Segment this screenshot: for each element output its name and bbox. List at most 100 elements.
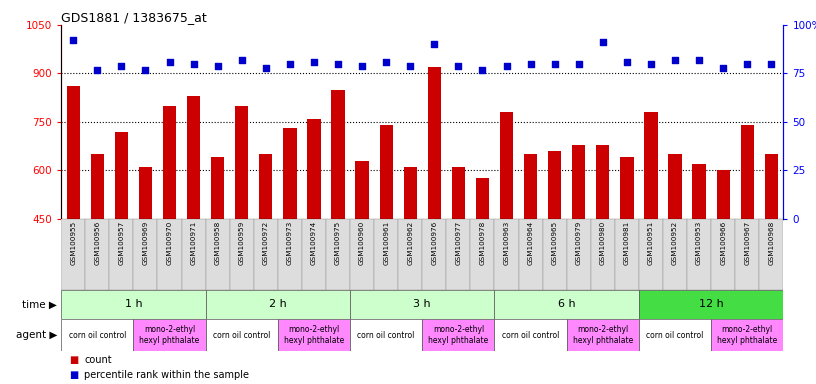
Point [115, 63, 128, 69]
Point [500, 63, 513, 69]
Text: GSM100961: GSM100961 [384, 221, 389, 265]
Text: percentile rank within the sample: percentile rank within the sample [84, 370, 249, 380]
Bar [181, 219, 206, 290]
Bar [206, 319, 277, 351]
Text: GSM100973: GSM100973 [287, 221, 293, 265]
Bar [639, 290, 783, 319]
Bar [615, 219, 639, 290]
Bar [639, 219, 663, 290]
Point [548, 61, 561, 67]
Point [524, 61, 537, 67]
Point [596, 39, 610, 45]
Bar [326, 219, 350, 290]
Point [308, 59, 321, 65]
Text: GSM100959: GSM100959 [239, 221, 245, 265]
Text: mono-2-ethyl
hexyl phthalate: mono-2-ethyl hexyl phthalate [140, 325, 200, 345]
Bar [350, 319, 423, 351]
Text: GSM100972: GSM100972 [263, 221, 268, 265]
Text: count: count [84, 356, 112, 366]
Bar [206, 219, 230, 290]
Text: GSM100978: GSM100978 [480, 221, 486, 265]
Text: 12 h: 12 h [698, 299, 724, 310]
Bar [452, 167, 465, 219]
Text: GSM100969: GSM100969 [143, 221, 149, 265]
Bar [404, 167, 417, 219]
Text: GSM100968: GSM100968 [769, 221, 774, 265]
Bar [765, 154, 778, 219]
Bar [759, 219, 783, 290]
Bar [283, 128, 296, 219]
Bar [302, 219, 326, 290]
Bar [494, 290, 639, 319]
Point [428, 41, 441, 47]
Bar [423, 319, 494, 351]
Point [404, 63, 417, 69]
Bar [235, 106, 248, 219]
Text: GSM100955: GSM100955 [70, 221, 76, 265]
Text: GSM100979: GSM100979 [576, 221, 582, 265]
Text: corn oil control: corn oil control [213, 331, 270, 339]
Text: GSM100981: GSM100981 [624, 221, 630, 265]
Bar [85, 219, 109, 290]
Text: agent ▶: agent ▶ [16, 330, 57, 340]
Point [283, 61, 296, 67]
Bar [115, 132, 128, 219]
Bar [134, 319, 206, 351]
Bar [61, 290, 206, 319]
Bar [711, 319, 783, 351]
Bar [591, 219, 615, 290]
Text: GSM100953: GSM100953 [696, 221, 702, 265]
Text: GSM100974: GSM100974 [311, 221, 317, 265]
Point [139, 66, 152, 73]
Point [163, 59, 176, 65]
Text: GSM100967: GSM100967 [744, 221, 750, 265]
Bar [524, 154, 537, 219]
Text: corn oil control: corn oil control [69, 331, 126, 339]
Text: GSM100951: GSM100951 [648, 221, 654, 265]
Point [693, 57, 706, 63]
Bar [716, 170, 730, 219]
Text: GSM100966: GSM100966 [721, 221, 726, 265]
Point [379, 59, 392, 65]
Point [259, 65, 273, 71]
Bar [379, 125, 392, 219]
Text: corn oil control: corn oil control [502, 331, 559, 339]
Point [620, 59, 633, 65]
Text: mono-2-ethyl
hexyl phthalate: mono-2-ethyl hexyl phthalate [717, 325, 778, 345]
Point [716, 65, 730, 71]
Bar [157, 219, 181, 290]
Bar [566, 319, 639, 351]
Bar [687, 219, 711, 290]
Bar [67, 86, 80, 219]
Bar [206, 290, 350, 319]
Bar [139, 167, 152, 219]
Point [187, 61, 200, 67]
Bar [254, 219, 277, 290]
Point [572, 61, 585, 67]
Bar [134, 219, 157, 290]
Bar [230, 219, 254, 290]
Text: GSM100970: GSM100970 [166, 221, 172, 265]
Text: corn oil control: corn oil control [646, 331, 703, 339]
Text: GSM100977: GSM100977 [455, 221, 461, 265]
Text: GSM100971: GSM100971 [191, 221, 197, 265]
Bar [277, 319, 350, 351]
Text: 6 h: 6 h [558, 299, 575, 310]
Text: GSM100957: GSM100957 [118, 221, 124, 265]
Text: GSM100975: GSM100975 [335, 221, 341, 265]
Bar [548, 151, 561, 219]
Point [235, 57, 248, 63]
Bar [398, 219, 423, 290]
Text: ■: ■ [69, 356, 78, 366]
Bar [663, 219, 687, 290]
Text: GSM100958: GSM100958 [215, 221, 220, 265]
Bar [500, 112, 513, 219]
Bar [446, 219, 470, 290]
Point [668, 57, 681, 63]
Bar [693, 164, 706, 219]
Text: GSM100964: GSM100964 [528, 221, 534, 265]
Text: 1 h: 1 h [125, 299, 142, 310]
Text: GSM100980: GSM100980 [600, 221, 605, 265]
Bar [735, 219, 759, 290]
Bar [61, 219, 85, 290]
